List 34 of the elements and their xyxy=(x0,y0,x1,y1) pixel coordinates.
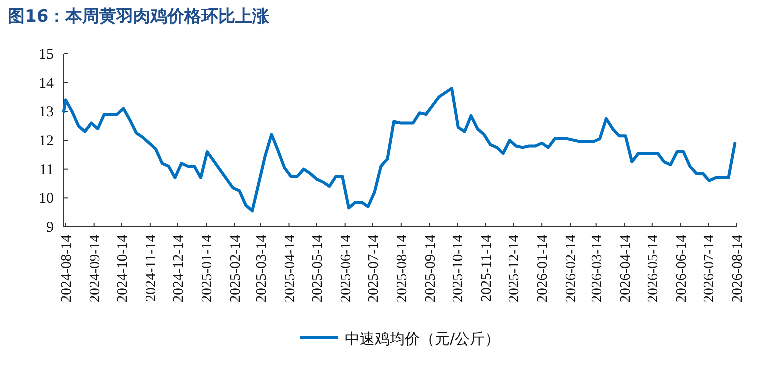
x-tick-label: 2025-07-14 xyxy=(366,234,382,303)
x-tick-label: 2025-10-14 xyxy=(450,234,467,303)
x-tick-label: 2025-01-14 xyxy=(200,234,216,303)
y-tick-label: 15 xyxy=(39,47,54,63)
x-tick-label: 2024-09-14 xyxy=(87,234,104,303)
y-tick-label: 10 xyxy=(39,191,54,208)
x-tick-label: 2025-08-14 xyxy=(394,234,410,303)
x-tick-label: 2026-07-14 xyxy=(702,234,718,303)
chart-title: 图16：本周黄羽肉鸡价格环比上涨 xyxy=(8,7,271,27)
y-tick-label: 14 xyxy=(39,76,54,92)
x-tick-label: 2024-11-14 xyxy=(143,234,160,302)
y-tick-label: 9 xyxy=(46,220,54,236)
x-tick-label: 2025-05-14 xyxy=(310,234,326,303)
x-tick-label: 2026-03-14 xyxy=(589,234,606,303)
x-tick-label: 2025-06-14 xyxy=(338,234,354,303)
y-tick-label: 13 xyxy=(39,104,54,121)
x-tick-label: 2026-01-14 xyxy=(535,234,552,303)
x-tick-label: 2026-08-14 xyxy=(730,234,746,303)
x-tick-label: 2026-02-14 xyxy=(564,234,580,303)
x-tick-label: 2024-12-14 xyxy=(171,234,188,303)
x-tick-label: 2024-10-14 xyxy=(114,234,131,303)
y-tick-label: 11 xyxy=(40,162,54,178)
x-tick-label: 2026-06-14 xyxy=(674,234,690,303)
x-tick-label: 2025-03-14 xyxy=(254,234,270,303)
x-tick-label: 2025-11-14 xyxy=(479,234,496,302)
x-tick-label: 2025-09-14 xyxy=(422,234,439,303)
x-tick-label: 2026-04-14 xyxy=(618,234,634,303)
legend-label: 中速鸡均价（元/公斤） xyxy=(345,330,500,348)
x-tick-label: 2026-05-14 xyxy=(645,234,662,303)
x-tick-label: 2025-04-14 xyxy=(282,234,298,303)
x-tick-label: 2025-02-14 xyxy=(228,234,244,303)
x-tick-label: 2025-12-14 xyxy=(506,234,523,303)
y-tick-label: 12 xyxy=(39,134,54,150)
x-tick-label: 2024-08-14 xyxy=(58,234,75,303)
